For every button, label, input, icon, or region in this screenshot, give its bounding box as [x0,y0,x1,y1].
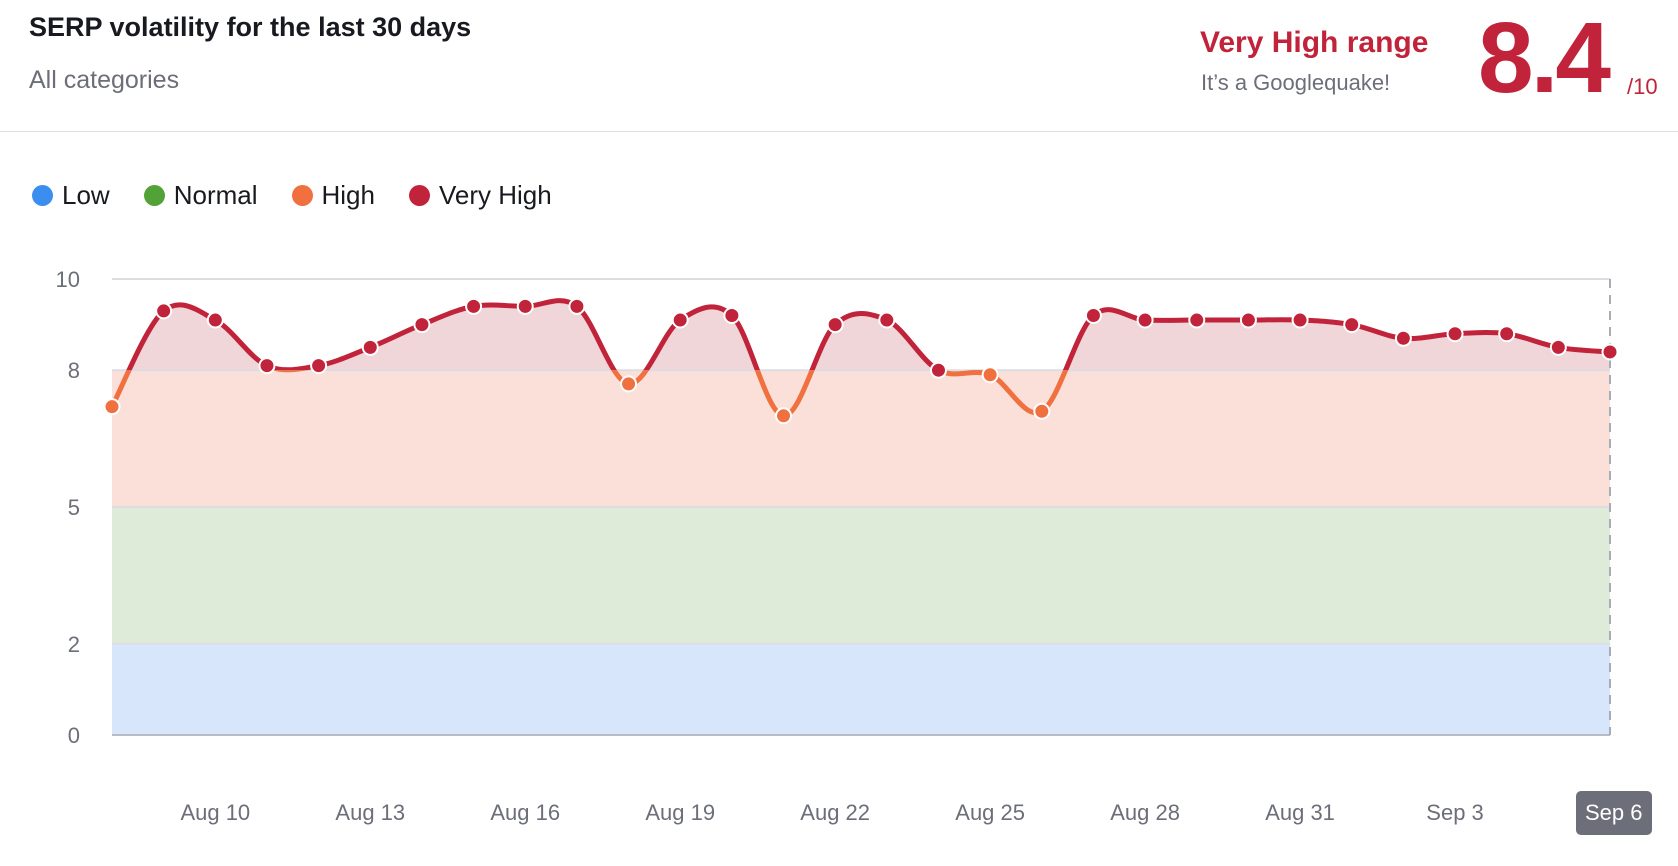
data-point [1188,311,1206,329]
data-point [103,398,121,416]
y-tick-label: 5 [68,495,80,520]
band-normal [112,507,1610,644]
data-point [775,407,793,425]
very-high-dot-icon [408,185,430,206]
x-tick-label: Aug 10 [180,800,250,825]
data-point [981,366,999,384]
x-tick-label: Aug 31 [1265,800,1335,825]
data-point [929,361,947,379]
data-point [155,302,173,320]
data-point [310,357,328,375]
x-tick-label-current: Sep 6 [1576,791,1652,835]
legend: Low Normal High Very High [32,180,552,211]
high-dot-icon [291,185,313,206]
x-tick-label: Aug 25 [955,800,1025,825]
range-note: It’s a Googlequake! [1201,70,1391,95]
y-tick-label: 0 [68,723,80,748]
band-high [112,370,1610,507]
header-divider [0,131,1678,132]
data-point [516,297,534,315]
legend-label: Very High [438,180,552,210]
band-very-high [112,300,1610,371]
data-point [620,375,638,393]
y-tick-label: 8 [68,358,80,383]
data-point [1446,325,1464,343]
legend-label: Normal [173,180,258,210]
x-tick-label: Aug 28 [1110,800,1180,825]
data-point [1084,306,1102,324]
category-subtitle: All categories [29,66,180,94]
y-tick-label: 10 [56,267,80,292]
data-point [1239,311,1257,329]
legend-item-very-high[interactable]: Very High [408,180,552,211]
x-tick-label: Aug 22 [800,800,870,825]
data-point [723,306,741,324]
data-point [413,316,431,334]
data-point [1136,311,1154,329]
x-tick-label: Aug 16 [490,800,560,825]
chart-title: SERP volatility for the last 30 days [29,12,472,42]
volatility-score: 8.4 [1478,2,1611,114]
data-point [361,338,379,356]
normal-dot-icon [143,185,165,206]
range-label: Very High range [1200,26,1429,59]
data-point [258,357,276,375]
low-dot-icon [32,185,53,206]
x-tick-label: Aug 19 [645,800,715,825]
legend-label: Low [62,180,110,210]
data-point [878,311,896,329]
legend-label: High [321,180,375,210]
data-point [206,311,224,329]
data-point [1343,316,1361,334]
data-point [671,311,689,329]
data-point [465,297,483,315]
data-point [1549,338,1567,356]
data-point [1291,311,1309,329]
data-point [1601,343,1619,361]
y-tick-label: 2 [68,632,80,657]
legend-item-low[interactable]: Low [32,180,110,211]
legend-item-normal[interactable]: Normal [143,180,258,211]
data-point [1394,329,1412,347]
data-point [1033,402,1051,420]
data-point [568,297,586,315]
x-tick-label: Aug 13 [335,800,405,825]
band-low [112,643,1610,735]
x-tick-label: Sep 3 [1426,800,1484,825]
legend-item-high[interactable]: High [291,180,375,211]
score-max: /10 [1627,74,1658,99]
data-point [1498,325,1516,343]
data-point [826,316,844,334]
